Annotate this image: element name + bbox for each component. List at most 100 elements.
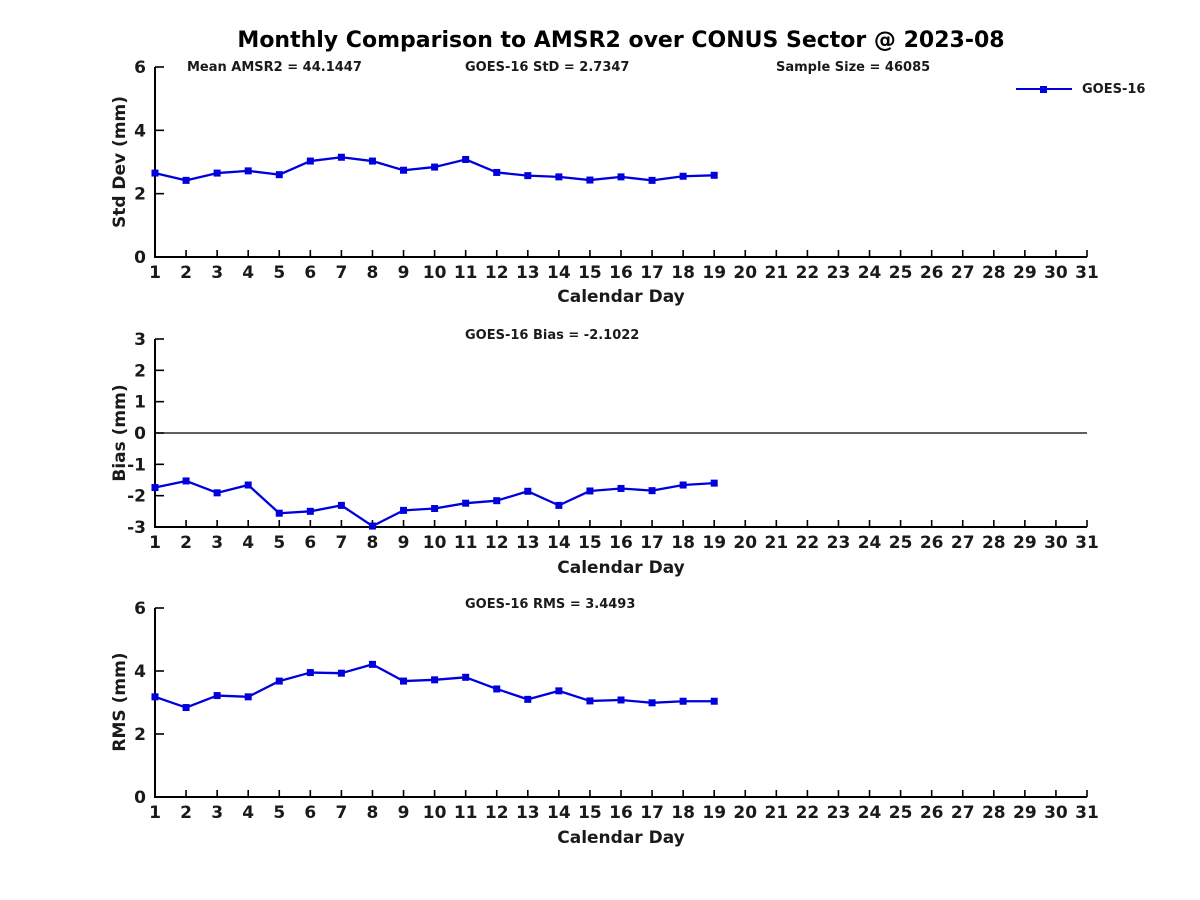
data-point	[151, 169, 159, 177]
x-tick-label: 19	[702, 803, 726, 823]
x-tick-label: 22	[796, 263, 820, 283]
x-tick-label: 27	[951, 803, 975, 823]
x-tick-label: 5	[273, 533, 285, 553]
x-tick-label: 13	[516, 803, 540, 823]
y-tick-label: 4	[134, 121, 146, 141]
x-tick-label: 10	[423, 263, 447, 283]
x-tick-label: 20	[733, 263, 757, 283]
data-point	[524, 172, 532, 180]
x-tick-label: 14	[547, 263, 571, 283]
data-point	[368, 157, 376, 165]
x-tick-label: 24	[858, 263, 882, 283]
x-tick-label: 8	[367, 533, 379, 553]
data-point	[275, 171, 283, 179]
x-tick-label: 15	[578, 803, 602, 823]
x-tick-label: 26	[920, 533, 944, 553]
annotation-mean-amsr2: Mean AMSR2 = 44.1447	[187, 60, 362, 75]
y-tick-label: 6	[134, 58, 146, 78]
x-tick-label: 23	[827, 803, 851, 823]
x-tick-label: 12	[485, 263, 509, 283]
stddev-x-axis-label: Calendar Day	[557, 287, 685, 307]
y-tick-label: 0	[134, 424, 146, 444]
x-tick-label: 10	[423, 803, 447, 823]
x-tick-label: 23	[827, 533, 851, 553]
data-point	[400, 506, 408, 514]
rms-panel-title: GOES-16 RMS = 3.4493	[465, 597, 636, 612]
data-point	[431, 163, 439, 171]
x-tick-label: 19	[702, 533, 726, 553]
x-tick-label: 22	[796, 803, 820, 823]
data-point	[213, 489, 221, 497]
data-point	[493, 685, 501, 693]
x-tick-label: 21	[764, 803, 788, 823]
data-point	[617, 173, 625, 181]
data-point	[244, 693, 252, 701]
data-point	[213, 169, 221, 177]
x-tick-label: 2	[180, 263, 192, 283]
y-tick-label: 3	[134, 330, 146, 350]
data-point	[275, 509, 283, 517]
data-point	[679, 172, 687, 180]
chart-panel-bias: 1 2 3 4 5 6 7 8 9 10 11 12 13 14 15 16 17 18 19 20 21 22 23 24 2…	[127, 330, 1099, 553]
rms-x-axis-label: Calendar Day	[557, 828, 685, 848]
x-tick-label: 5	[273, 803, 285, 823]
x-tick-label: 24	[858, 533, 882, 553]
annotation-goes16-std: GOES-16 StD = 2.7347	[465, 60, 630, 75]
x-tick-label: 1	[149, 803, 161, 823]
x-tick-label: 25	[889, 533, 913, 553]
x-tick-label: 3	[211, 803, 223, 823]
legend-square-marker-icon	[1040, 85, 1047, 93]
x-tick-label: 4	[242, 803, 254, 823]
x-tick-label: 31	[1075, 533, 1099, 553]
data-point	[151, 484, 159, 492]
data-point	[244, 481, 252, 489]
data-point	[648, 487, 656, 495]
x-tick-label: 14	[547, 803, 571, 823]
y-tick-label: -1	[127, 455, 146, 475]
data-point	[462, 155, 470, 163]
x-tick-label: 16	[609, 533, 633, 553]
data-point	[368, 660, 376, 668]
y-tick-label: 4	[134, 662, 146, 682]
x-tick-label: 13	[516, 263, 540, 283]
x-tick-label: 30	[1044, 263, 1068, 283]
x-tick-label: 8	[367, 263, 379, 283]
x-tick-label: 15	[578, 263, 602, 283]
x-tick-label: 28	[982, 803, 1006, 823]
data-point	[462, 499, 470, 507]
x-tick-label: 17	[640, 803, 664, 823]
x-tick-label: 30	[1044, 803, 1068, 823]
x-tick-label: 10	[423, 533, 447, 553]
legend-label: GOES-16	[1082, 81, 1146, 97]
y-tick-label: 2	[134, 185, 146, 205]
x-tick-label: 9	[398, 803, 410, 823]
x-tick-label: 29	[1013, 803, 1037, 823]
x-tick-label: 28	[982, 533, 1006, 553]
x-tick-label: 9	[398, 263, 410, 283]
x-tick-label: 28	[982, 263, 1006, 283]
data-line-GOES-16	[154, 663, 715, 709]
x-tick-label: 22	[796, 533, 820, 553]
data-point	[337, 153, 345, 161]
data-point	[679, 697, 687, 705]
data-point	[710, 697, 718, 705]
legend-line-sample-icon	[1016, 85, 1072, 93]
x-tick-label: 29	[1013, 263, 1037, 283]
x-tick-label: 15	[578, 533, 602, 553]
x-tick-label: 2	[180, 533, 192, 553]
x-tick-label: 12	[485, 803, 509, 823]
data-point	[368, 522, 376, 530]
x-tick-label: 9	[398, 533, 410, 553]
page-title: Monthly Comparison to AMSR2 over CONUS S…	[237, 28, 1005, 53]
x-tick-label: 26	[920, 263, 944, 283]
x-tick-label: 17	[640, 263, 664, 283]
x-tick-label: 3	[211, 533, 223, 553]
bias-panel-title: GOES-16 Bias = -2.1022	[465, 328, 640, 343]
x-tick-label: 17	[640, 533, 664, 553]
x-tick-label: 21	[764, 263, 788, 283]
x-tick-label: 7	[335, 533, 347, 553]
data-point	[462, 673, 470, 681]
x-tick-label: 7	[335, 263, 347, 283]
x-tick-label: 14	[547, 533, 571, 553]
